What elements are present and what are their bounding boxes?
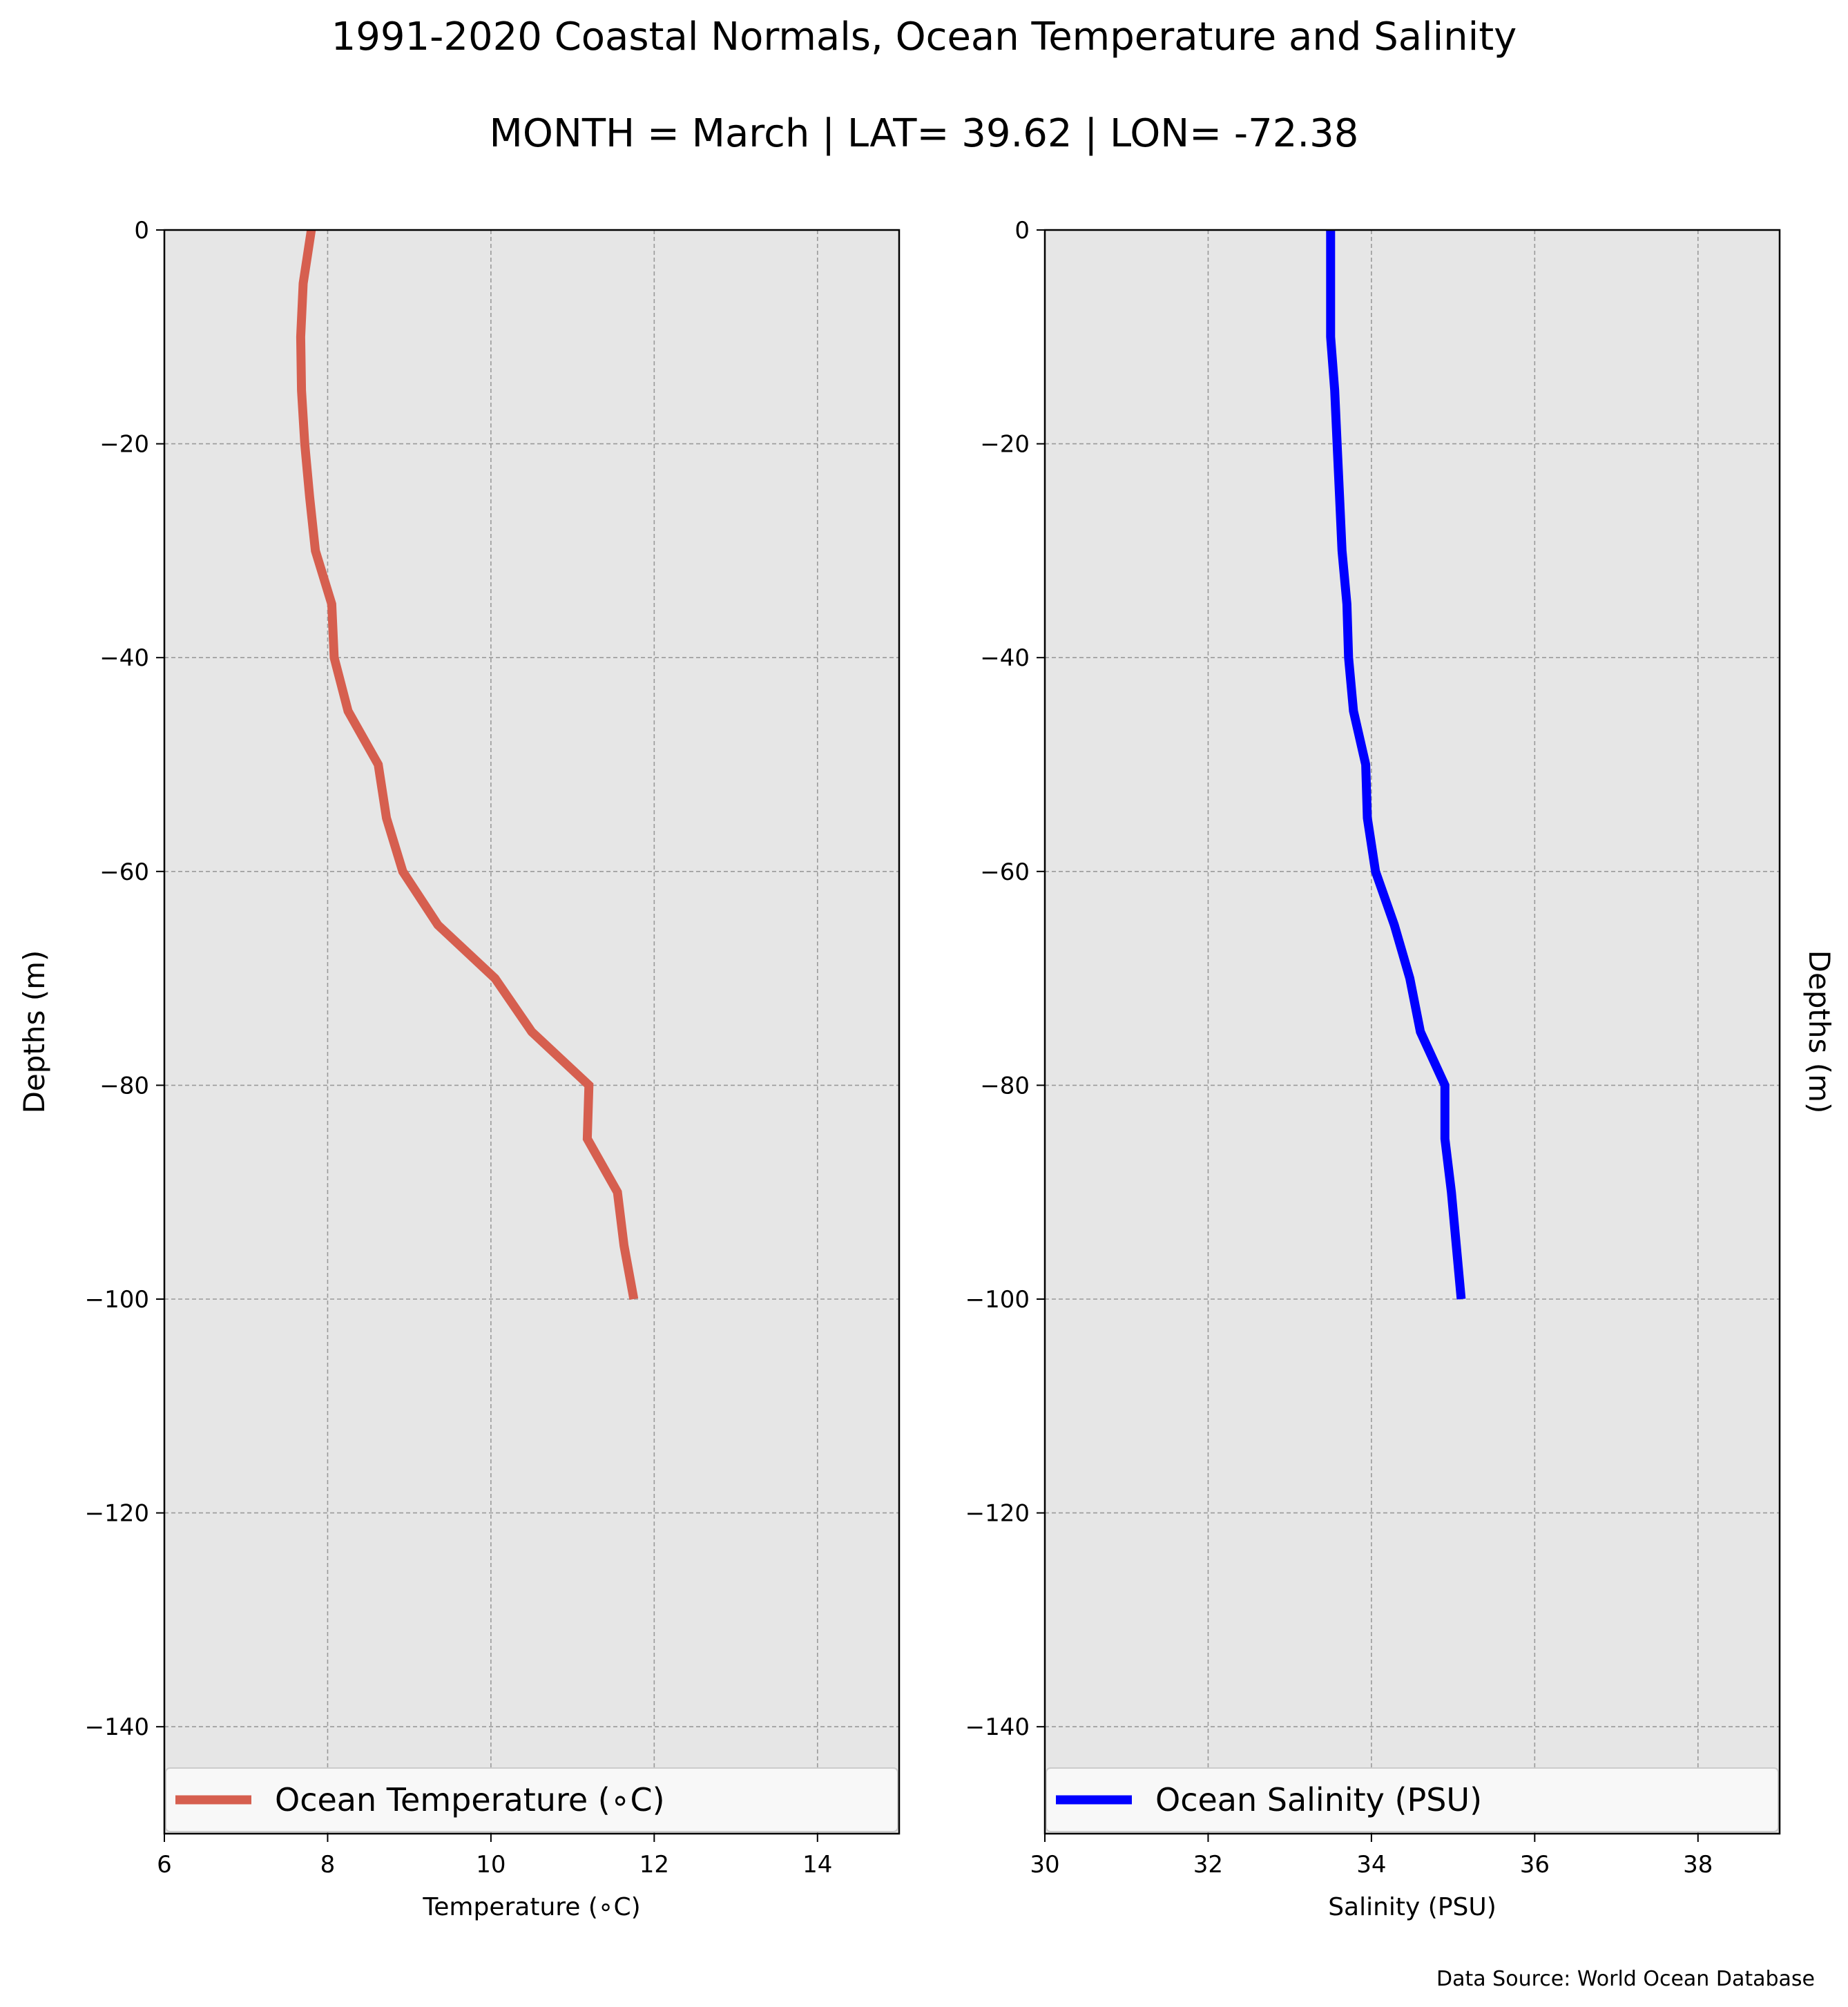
- salinity-y-tick-label: −120: [965, 1500, 1030, 1528]
- salinity-y-tick-label: 0: [1014, 217, 1030, 244]
- temperature-legend-label: Ocean Temperature (∘C): [275, 1781, 665, 1818]
- temperature-x-tick-label: 10: [476, 1851, 506, 1879]
- salinity-legend-label: Ocean Salinity (PSU): [1155, 1781, 1482, 1818]
- temperature-x-axis-label: Temperature (∘C): [422, 1893, 640, 1921]
- figure-title: 1991-2020 Coastal Normals, Ocean Tempera…: [331, 15, 1517, 59]
- salinity-x-tick-label: 36: [1520, 1851, 1550, 1879]
- temperature-y-axis-label: Depths (m): [17, 950, 51, 1114]
- salinity-y-tick-label: −140: [965, 1713, 1030, 1741]
- salinity-y-tick-label: −60: [980, 858, 1030, 886]
- temperature-y-tick-label: 0: [134, 217, 149, 244]
- salinity-y-tick-label: −40: [980, 644, 1030, 672]
- temperature-panel: Ocean Temperature (∘C) 6 8 10 12 14 0 −20 −40 −60…: [17, 217, 901, 1921]
- temperature-x-tick-label: 6: [157, 1851, 172, 1879]
- temperature-legend: [165, 1767, 898, 1832]
- salinity-x-tick-label: 32: [1193, 1851, 1223, 1879]
- salinity-x-tick-label: 38: [1683, 1851, 1713, 1879]
- salinity-x-axis-label: Salinity (PSU): [1328, 1893, 1496, 1921]
- temperature-y-tick-label: −80: [99, 1072, 149, 1099]
- temperature-axes-frame: [163, 229, 901, 1835]
- temperature-y-tick-label: −60: [99, 858, 149, 886]
- figure-subtitle: MONTH = March | LAT= 39.62 | LON= -72.38: [490, 111, 1359, 156]
- temperature-y-tick-label: −120: [85, 1500, 149, 1528]
- temperature-series-line: [296, 229, 639, 1300]
- salinity-series-line: [1326, 230, 1466, 1300]
- salinity-x-tick-label: 30: [1030, 1851, 1059, 1879]
- salinity-x-tick-label: 34: [1356, 1851, 1386, 1879]
- salinity-y-axis-label: Depths (m): [1802, 950, 1836, 1114]
- temperature-x-tick-label: 12: [639, 1851, 669, 1879]
- salinity-y-tick-label: −80: [980, 1072, 1030, 1099]
- salinity-y-tick-label: −100: [965, 1286, 1030, 1314]
- temperature-y-tick-label: −40: [99, 644, 149, 672]
- salinity-plot-area: [1045, 230, 1780, 1834]
- temperature-y-tick-label: −20: [99, 431, 149, 459]
- salinity-legend: [1046, 1767, 1779, 1832]
- temperature-x-tick-label: 14: [802, 1851, 832, 1879]
- salinity-axes-frame: [1043, 229, 1781, 1835]
- temperature-x-tick-label: 8: [320, 1851, 336, 1879]
- salinity-y-tick-label: −20: [980, 431, 1030, 459]
- temperature-y-tick-label: −140: [85, 1713, 149, 1741]
- temperature-y-tick-label: −100: [85, 1286, 149, 1314]
- data-source-note: Data Source: World Ocean Database: [1436, 1967, 1815, 1991]
- salinity-panel: Ocean Salinity (PSU) 30 32 34 36 38 0 −20 −40 −60…: [965, 217, 1836, 1921]
